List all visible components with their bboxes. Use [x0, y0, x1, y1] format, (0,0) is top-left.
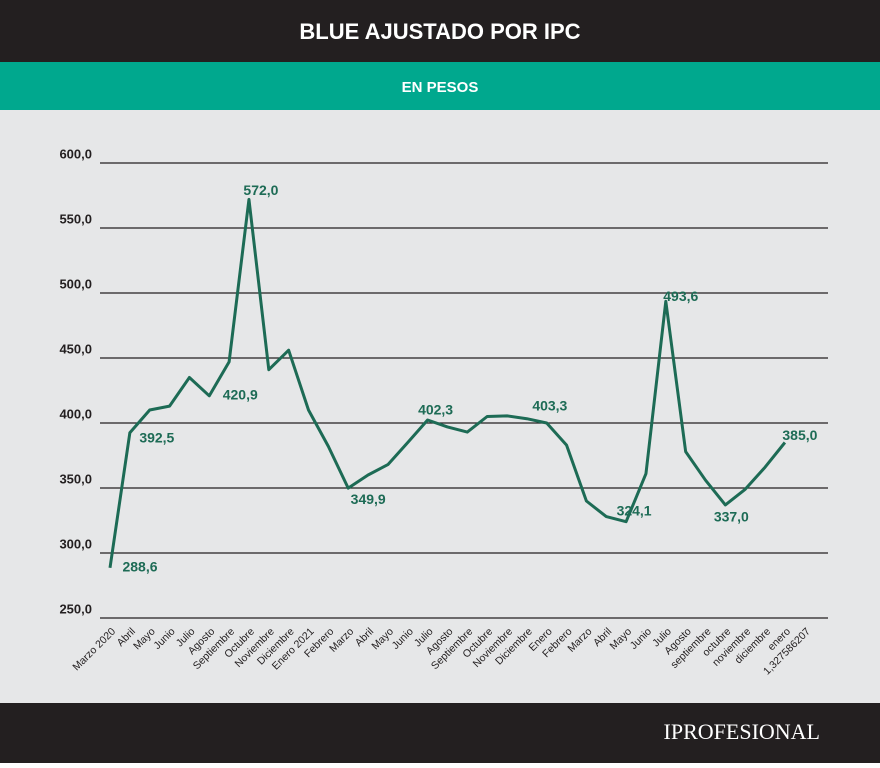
- value-label: 493,6: [663, 288, 698, 304]
- value-label: 288,6: [122, 559, 157, 575]
- value-label: 392,5: [139, 429, 174, 445]
- value-label: 337,0: [714, 509, 749, 525]
- y-tick-label: 500,0: [59, 276, 92, 291]
- footer-bar: [0, 703, 880, 763]
- chart-subtitle: EN PESOS: [402, 79, 479, 96]
- y-tick-label: 600,0: [59, 146, 92, 161]
- value-label: 420,9: [223, 387, 258, 403]
- value-label: 402,3: [418, 402, 453, 418]
- y-tick-label: 300,0: [59, 536, 92, 551]
- data-line: [108, 197, 787, 569]
- y-tick-label: 350,0: [59, 471, 92, 486]
- value-label: 403,3: [532, 397, 567, 413]
- y-tick-label: 250,0: [59, 601, 92, 616]
- chart-title: BLUE AJUSTADO POR IPC: [299, 19, 580, 44]
- y-tick-label: 550,0: [59, 211, 92, 226]
- value-label: 572,0: [243, 182, 278, 198]
- subheader-bar: [0, 62, 880, 110]
- value-label: 385,0: [782, 427, 817, 443]
- y-tick-label: 400,0: [59, 406, 92, 421]
- y-tick-label: 450,0: [59, 341, 92, 356]
- value-label: 324,1: [617, 502, 652, 518]
- header-bar: [0, 0, 880, 62]
- logo: IPROFESIONAL: [664, 719, 820, 744]
- value-label: 349,9: [351, 491, 386, 507]
